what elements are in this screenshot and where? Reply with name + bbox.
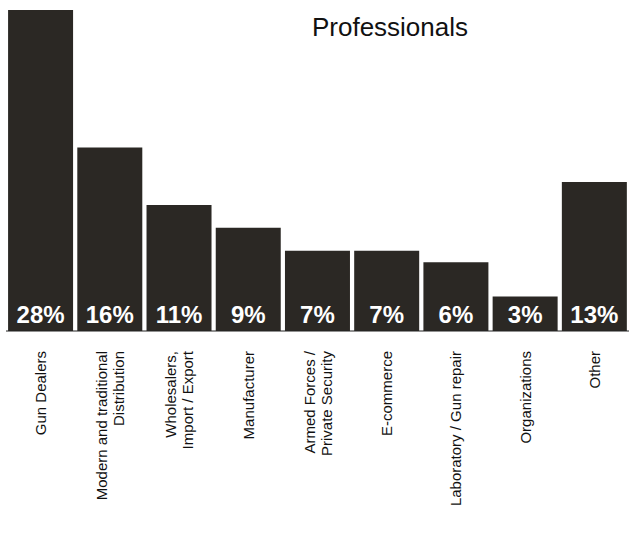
- svg-text:28%: 28%: [17, 301, 65, 328]
- svg-text:7%: 7%: [369, 301, 404, 328]
- svg-text:Modern and traditional: Modern and traditional: [93, 351, 110, 500]
- svg-text:Wholesalers,: Wholesalers,: [162, 351, 179, 438]
- svg-text:Organizations: Organizations: [517, 351, 534, 444]
- svg-text:16%: 16%: [86, 301, 134, 328]
- svg-text:Laboratory / Gun repair: Laboratory / Gun repair: [447, 351, 464, 506]
- svg-text:13%: 13%: [570, 301, 618, 328]
- svg-text:Armed Forces /: Armed Forces /: [301, 350, 318, 453]
- svg-text:9%: 9%: [231, 301, 266, 328]
- svg-text:Import / Export: Import / Export: [179, 350, 196, 449]
- svg-text:11%: 11%: [156, 301, 203, 328]
- svg-text:6%: 6%: [439, 301, 474, 328]
- svg-text:Other: Other: [586, 351, 603, 389]
- svg-text:7%: 7%: [300, 301, 335, 328]
- svg-text:3%: 3%: [508, 301, 543, 328]
- svg-text:Private Security: Private Security: [318, 351, 335, 457]
- svg-text:Manufacturer: Manufacturer: [240, 351, 257, 439]
- html-text:Professionals: Professionals: [312, 12, 468, 42]
- svg-text:Distribution: Distribution: [110, 351, 127, 426]
- svg-text:E-commerce: E-commerce: [378, 351, 395, 436]
- svg-text:Gun Dealers: Gun Dealers: [32, 351, 49, 435]
